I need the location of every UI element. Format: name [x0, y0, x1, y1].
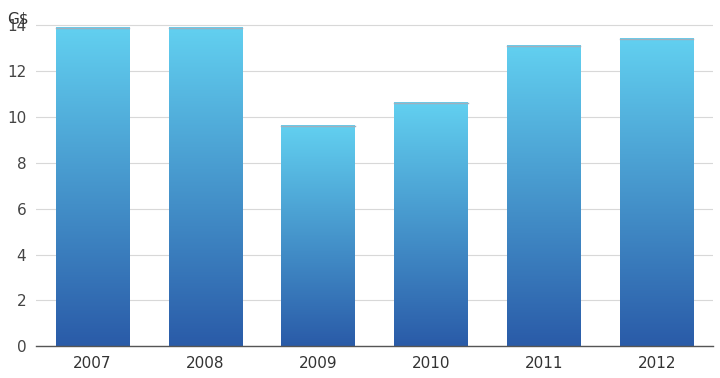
Text: G$: G$	[7, 11, 29, 26]
